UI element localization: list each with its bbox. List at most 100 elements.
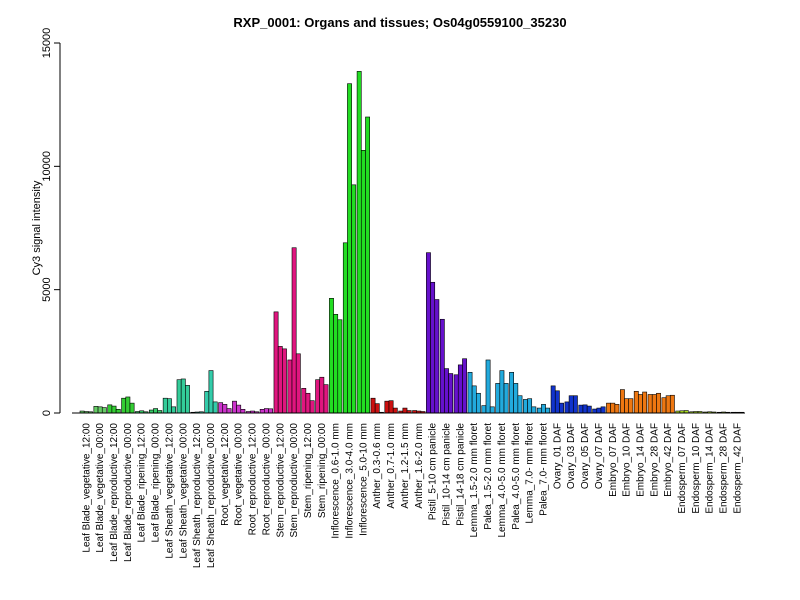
- bar: [268, 408, 273, 414]
- category-label: Endosperm_14 DAF: [705, 423, 716, 514]
- category-label: Ovary_03 DAF: [566, 423, 577, 489]
- category-label: Ovary_01 DAF: [552, 423, 563, 489]
- category-label: Root_reproductive_12:00: [248, 423, 259, 536]
- y-axis: 0 5000 10000 15000: [41, 28, 61, 416]
- bar: [564, 401, 570, 414]
- bar: [319, 376, 325, 414]
- bar: [208, 370, 214, 414]
- bar: [559, 402, 564, 414]
- category-label: Leaf Sheath_vegetative_12:00: [164, 423, 175, 559]
- category-label: Lemma_7.0- mm floret: [525, 423, 536, 524]
- category-label: Lemma_1.5-2.0 mm floret: [469, 423, 480, 538]
- category-label: Leaf Blade_reproductive_00:00: [123, 423, 134, 562]
- category-label: Inflorescence_3.0-4.0 mm: [345, 423, 356, 539]
- bar: [356, 71, 362, 414]
- bar: [527, 398, 533, 414]
- category-label: Ovary_05 DAF: [580, 423, 591, 489]
- category-label: Endosperm_28 DAF: [719, 423, 730, 514]
- bar: [101, 407, 107, 414]
- bar: [444, 368, 449, 414]
- category-label: Embryo_07 DAF: [608, 423, 619, 497]
- bar: [434, 299, 440, 414]
- bar: [624, 398, 630, 414]
- category-label: Anther_1.2-1.5 mm: [400, 423, 411, 509]
- category-label: Leaf Blade_vegetative_12:00: [81, 423, 92, 553]
- bar: [277, 346, 283, 414]
- bar: [448, 373, 454, 414]
- category-labels: Leaf Blade_vegetative_12:00 Leaf Blade_ve…: [81, 423, 743, 569]
- category-label: Endosperm_42 DAF: [732, 423, 743, 514]
- bar: [582, 404, 588, 414]
- bar: [651, 394, 657, 414]
- bar: [287, 359, 293, 414]
- category-label: Embryo_28 DAF: [649, 423, 660, 497]
- bar: [453, 374, 459, 414]
- bar: [471, 385, 477, 414]
- category-label: Palea_1.5-2.0 mm floret: [483, 423, 494, 530]
- bar: [282, 348, 287, 414]
- bar: [263, 408, 269, 414]
- bar: [167, 398, 172, 414]
- category-label: Leaf Blade_vegetative_00:00: [95, 423, 106, 553]
- category-label: Leaf Blade_reproductive_12:00: [109, 423, 120, 562]
- category-label: Lemma_4.0-5.0 mm floret: [497, 423, 508, 538]
- y-tick-label: 15000: [41, 28, 53, 59]
- category-label: Palea_4.0-5.0 mm floret: [511, 423, 522, 530]
- category-label: Root_vegetative_00:00: [234, 423, 245, 526]
- category-label: Endosperm_07 DAF: [677, 423, 688, 514]
- bars-group: [79, 71, 745, 414]
- bar: [365, 116, 370, 414]
- category-label: Leaf Sheath_reproductive_00:00: [206, 423, 217, 569]
- bar: [661, 397, 667, 414]
- bar: [111, 405, 117, 414]
- bar: [628, 398, 634, 414]
- bar: [342, 242, 348, 414]
- category-label: Leaf Sheath_reproductive_12:00: [192, 423, 203, 569]
- bar: [329, 297, 334, 414]
- bar: [236, 404, 242, 414]
- bar: [462, 358, 467, 414]
- y-tick-label: 5000: [41, 277, 53, 301]
- bar: [495, 383, 501, 414]
- bar: [185, 385, 190, 414]
- bar: [499, 370, 505, 414]
- category-label: Stem_reproductive_12:00: [275, 423, 286, 538]
- bar: [333, 314, 339, 414]
- bar: [536, 407, 542, 414]
- bar: [430, 281, 436, 414]
- bar: [489, 406, 495, 414]
- bar: [620, 389, 625, 414]
- category-label: Embryo_42 DAF: [663, 423, 674, 497]
- bar: [232, 400, 237, 414]
- category-label: Anther_0.3-0.6 mm: [372, 423, 383, 509]
- category-label: Root_vegetative_12:00: [220, 423, 231, 526]
- bar: [669, 394, 675, 414]
- bar: [392, 407, 398, 414]
- category-label: Inflorescence_5.0-10 mm: [358, 423, 369, 536]
- bar: [218, 402, 224, 414]
- bar: [176, 379, 182, 414]
- y-tick-label: 10000: [41, 151, 53, 182]
- bar: [374, 403, 380, 414]
- category-label: Embryo_10 DAF: [622, 423, 633, 497]
- bar: [107, 404, 113, 414]
- bar: [596, 407, 602, 414]
- bar: [523, 399, 528, 414]
- category-label: Root_reproductive_00:00: [261, 423, 272, 536]
- bar: [638, 394, 643, 414]
- bar: [347, 83, 352, 414]
- y-tick-label: 0: [41, 410, 53, 416]
- bar: [301, 388, 307, 414]
- category-label: Leaf Blade_ripening_00:00: [151, 423, 162, 543]
- bar: [642, 391, 648, 414]
- bar: [568, 395, 574, 414]
- bar: [592, 408, 598, 414]
- bar: [259, 408, 265, 414]
- bar: [614, 404, 620, 414]
- bar: [171, 406, 177, 414]
- bar: [180, 378, 186, 414]
- bar: [388, 400, 394, 414]
- category-label: Inflorescence_0.6-1.0 mm: [331, 423, 342, 539]
- bar: [125, 396, 131, 414]
